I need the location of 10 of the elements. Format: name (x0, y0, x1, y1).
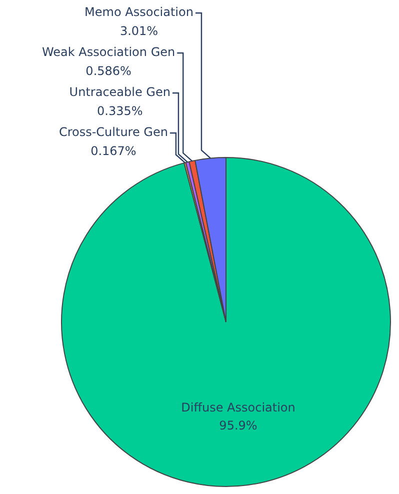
data-label: 0.586% (86, 64, 132, 78)
slice-label: Weak Association Gen (42, 45, 176, 60)
data-label: 3.01% (120, 24, 158, 38)
data-label: 0.167% (90, 144, 136, 158)
data-label: 0.335% (97, 104, 143, 118)
slice-label: Diffuse Association (181, 400, 296, 415)
slice-label: Memo Association (84, 5, 194, 20)
slice-label: Cross-Culture Gen (58, 125, 168, 140)
data-label: 95.9% (219, 418, 258, 433)
slice-label: Untraceable Gen (69, 85, 170, 100)
